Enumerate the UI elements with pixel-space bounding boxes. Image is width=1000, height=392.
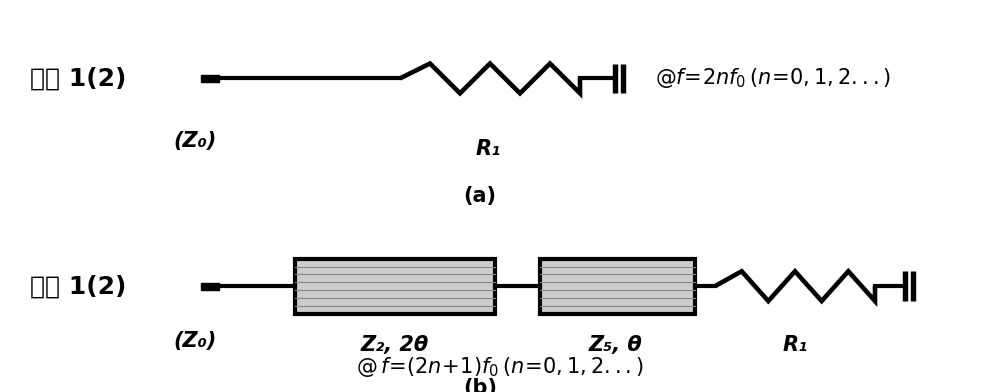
Text: R₁: R₁	[782, 335, 808, 355]
Text: R₁: R₁	[475, 139, 501, 159]
Bar	[295, 259, 495, 314]
Bar	[201, 75, 219, 82]
Text: $@\,f\!=\!(2n\!+\!1)f_0\,(n\!=\!0,1,2...)$: $@\,f\!=\!(2n\!+\!1)f_0\,(n\!=\!0,1,2...…	[356, 354, 644, 379]
Bar	[540, 259, 695, 314]
Bar	[201, 283, 219, 290]
Text: 端口 1(2): 端口 1(2)	[30, 66, 126, 91]
Text: Z₅, θ: Z₅, θ	[588, 335, 642, 355]
Text: Z₂, 2θ: Z₂, 2θ	[361, 335, 429, 355]
Text: (a): (a)	[464, 186, 496, 206]
Text: (Z₀): (Z₀)	[173, 331, 217, 351]
Text: 端口 1(2): 端口 1(2)	[30, 274, 126, 298]
Text: (Z₀): (Z₀)	[173, 131, 217, 151]
Text: $@f\!=\!2nf_0\,(n\!=\!0,1,2...)$: $@f\!=\!2nf_0\,(n\!=\!0,1,2...)$	[655, 66, 891, 91]
Text: (b): (b)	[463, 378, 497, 392]
